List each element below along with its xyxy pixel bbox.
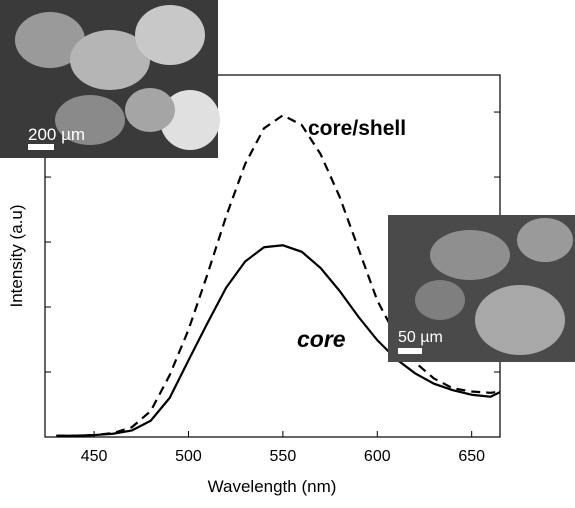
chart: 450 500 550 600 650 Wavelength (nm) Intensit… (0, 0, 575, 503)
x-tick-label: 550 (270, 448, 297, 465)
scale-label: 200 µm (28, 125, 85, 144)
inset-top-left: 200 µm (0, 0, 220, 158)
scale-label: 50 µm (398, 329, 443, 346)
y-axis-label: Intensity (a.u) (7, 205, 26, 308)
x-tick-label: 500 (175, 448, 202, 465)
x-tick-label: 450 (81, 448, 108, 465)
series-label: core/shell (308, 117, 406, 140)
inset-right: 50 µm (388, 215, 575, 362)
x-tick-label: 600 (364, 448, 391, 465)
series-label: core (297, 326, 346, 352)
x-axis-label: Wavelength (nm) (208, 477, 337, 496)
x-tick-label: 650 (458, 448, 485, 465)
